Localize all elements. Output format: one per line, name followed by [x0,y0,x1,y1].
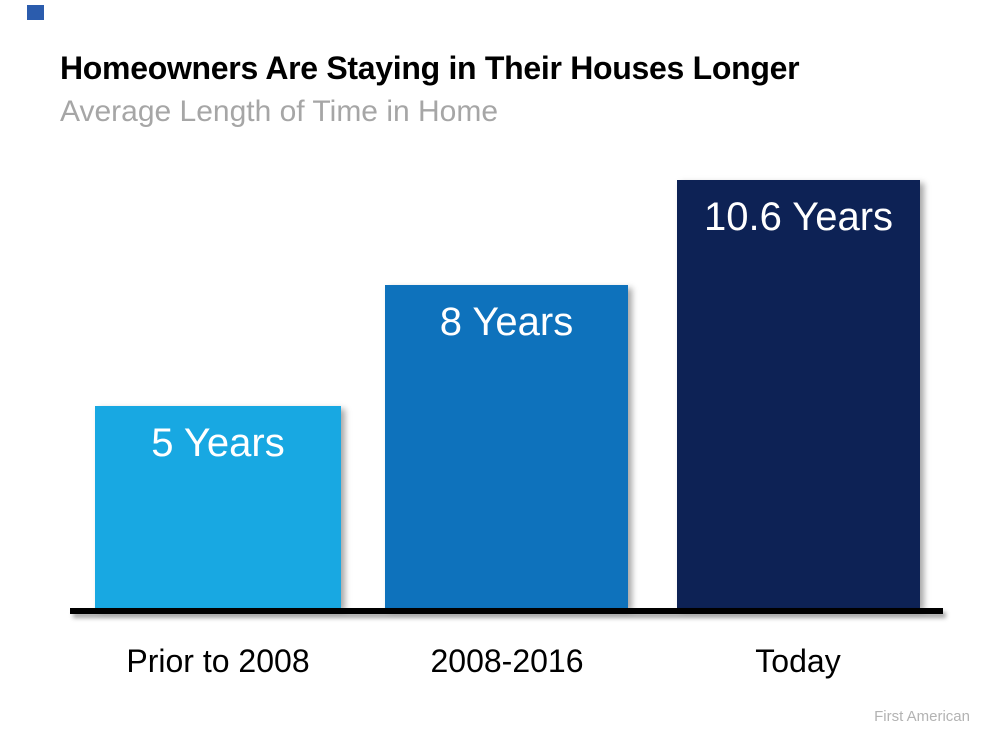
chart-subtitle: Average Length of Time in Home [60,95,499,128]
source-attribution: First American [874,708,970,725]
bar-value-label: 5 Years [151,421,285,465]
bar-value-label: 10.6 Years [703,195,894,239]
bar-prior-to-2008: 5 Years [95,406,341,608]
bar-value-label: 8 Years [439,300,574,344]
bar-today: 10.6 Years [677,180,920,608]
category-label-today: Today [755,643,841,679]
chart-title: Homeowners Are Staying in Their Houses L… [60,50,800,86]
bar-2008-2016: 8 Years [385,285,628,608]
x-axis-line [70,608,943,614]
category-label-2008-2016: 2008-2016 [430,643,584,679]
corner-logo-mark [27,5,44,20]
category-label-prior-to-2008: Prior to 2008 [126,643,310,679]
